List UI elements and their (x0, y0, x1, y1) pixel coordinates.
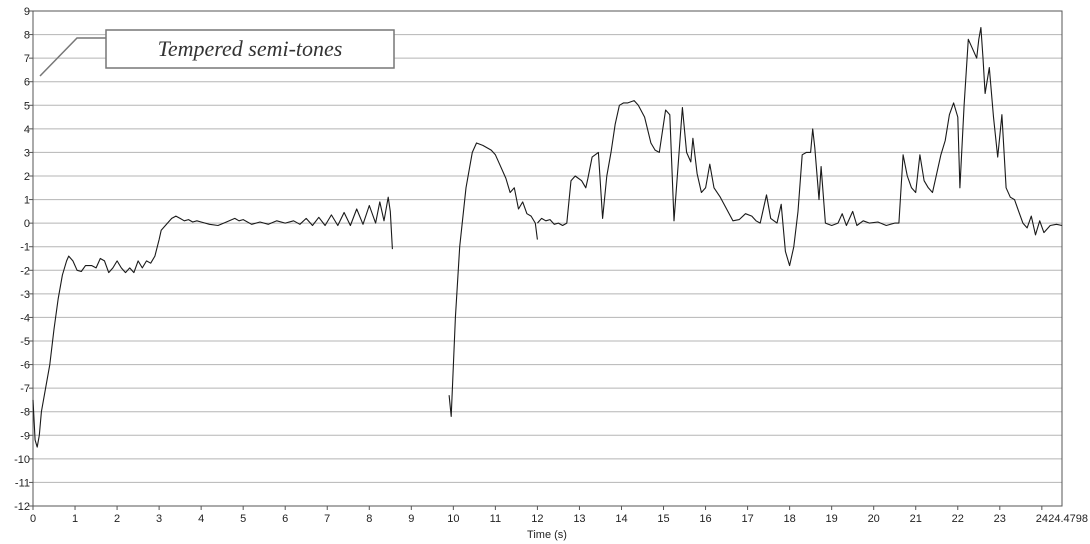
annotation-box (105, 29, 395, 69)
y-tick-label: -8 (20, 407, 30, 419)
x-tick-label: 2 (114, 513, 120, 525)
x-tick-label: 4 (198, 513, 204, 525)
y-tick-label: -1 (20, 242, 30, 254)
x-tick-label: 11 (490, 513, 501, 525)
pitch-series (32, 26, 1063, 448)
x-tick-label: 18 (783, 513, 795, 525)
y-tick-label: 7 (24, 53, 30, 65)
x-tick-label: 15 (657, 513, 669, 525)
plot-frame (32, 10, 1063, 507)
x-tick-label: 17 (741, 513, 753, 525)
annotation-leader-line (39, 37, 106, 77)
x-tick-label: 14 (615, 513, 627, 525)
y-tick-label: 5 (24, 100, 30, 112)
y-tick-label: -6 (20, 360, 30, 372)
y-tick-label: -5 (20, 336, 30, 348)
y-tick-label: 9 (24, 6, 30, 18)
x-tick-label: 8 (366, 513, 372, 525)
y-tick-label: -7 (20, 383, 30, 395)
plot-background (33, 11, 1062, 506)
x-axis-ticks: 0 1 2 3 4 5 6 7 8 9 10 11 12 13 14 15 16 17 18 19 20 21 22 23 24… (30, 506, 1088, 525)
y-tick-label: 3 (24, 147, 30, 159)
annotation: Tempered semi-tones (39, 29, 395, 77)
x-tick-label: 9 (408, 513, 414, 525)
x-tick-label: 6 (282, 513, 288, 525)
x-tick-label: 22 (952, 513, 964, 525)
x-end-label: 24.4798 (1048, 513, 1088, 525)
x-axis-title: Time (s) (527, 529, 567, 541)
pitch-line-segment (448, 142, 538, 417)
pitch-line-segment (32, 196, 393, 448)
y-tick-label: -9 (20, 430, 30, 442)
x-tick-label: 1 (72, 513, 78, 525)
y-tick-label: 1 (24, 195, 30, 207)
y-tick-label: 2 (24, 171, 30, 183)
y-tick-label: -11 (15, 477, 30, 489)
y-tick-label: 8 (24, 30, 30, 42)
x-tick-label: 10 (447, 513, 459, 525)
y-tick-label: -2 (20, 265, 30, 277)
x-tick-label: 3 (156, 513, 162, 525)
x-tick-label: 7 (324, 513, 330, 525)
x-tick-label: 0 (30, 513, 36, 525)
annotation-text: Tempered semi-tones (158, 36, 343, 61)
x-tick-label: 16 (699, 513, 711, 525)
x-tick-label: 19 (826, 513, 838, 525)
y-tick-label: 4 (24, 124, 30, 136)
y-tick-label: 6 (24, 77, 30, 89)
x-tick-label: 20 (868, 513, 880, 525)
y-tick-label: -10 (14, 454, 30, 466)
y-tick-label: -4 (20, 312, 30, 324)
y-tick-label: 0 (24, 218, 30, 230)
x-tick-label: 21 (910, 513, 922, 525)
y-tick-label: -12 (14, 501, 30, 513)
x-tick-label: 23 (994, 513, 1006, 525)
x-tick-label: 5 (240, 513, 246, 525)
pitch-line-segment (536, 26, 1063, 267)
x-tick-label: 12 (531, 513, 543, 525)
y-tick-label: -3 (20, 289, 30, 301)
x-tick-label: 13 (573, 513, 585, 525)
x-tick-label: 24 (1036, 513, 1048, 525)
